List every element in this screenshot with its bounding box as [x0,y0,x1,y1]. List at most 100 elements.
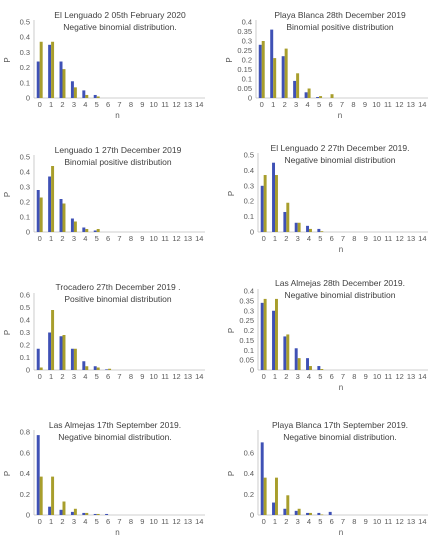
x-tick-label: 8 [129,517,133,526]
x-tick-label: 7 [341,372,345,381]
x-tick-label: 4 [83,234,87,243]
x-tick-label: 11 [161,372,169,381]
chart-panel: Playa Blanca 17th September 2019. Negativ… [227,420,428,537]
y-tick-label: 0 [250,228,254,237]
bar [82,227,86,232]
bar [330,94,334,98]
x-tick-label: 12 [395,372,403,381]
bar [39,476,43,515]
x-tick-label: 9 [364,372,368,381]
y-tick-label: 0 [250,366,254,375]
x-tick-label: 2 [60,517,64,526]
x-tick-label: 14 [418,517,426,526]
bar [304,92,308,98]
bar [70,218,74,232]
y-tick-label: 0.6 [244,448,254,457]
x-tick-label: 11 [384,372,392,381]
bar [275,477,278,515]
y-tick-label: 0.4 [244,166,254,175]
chart-subtitle: Negative binomial distribution. [63,22,176,32]
bar [73,348,77,370]
bar [272,502,275,515]
y-tick-label: 0.3 [244,181,254,190]
x-tick-label: 13 [407,234,415,243]
x-tick-label: 3 [72,100,76,109]
y-tick-label: 0.5 [20,153,30,162]
x-tick-label: 9 [364,234,368,243]
chart-title: Lenguado 1 27th December 2019 [55,145,182,155]
bar [51,476,55,515]
bar [96,229,100,232]
y-tick-label: 0.2 [244,197,254,206]
y-tick-label: 0.2 [20,490,30,499]
x-tick-label: 4 [306,100,310,109]
x-tick-label: 10 [372,100,380,109]
bar [70,511,74,515]
y-tick-label: 0.4 [20,33,30,42]
x-tick-label: 6 [106,372,110,381]
bar [108,368,112,370]
x-tick-label: 3 [296,517,300,526]
x-tick-label: 10 [150,372,158,381]
y-tick-label: 0.2 [244,490,254,499]
x-tick-label: 8 [352,234,356,243]
x-tick-label: 6 [330,372,334,381]
bar [306,512,309,515]
x-tick-label: 10 [373,234,381,243]
bar [59,336,63,370]
bar [51,166,55,232]
x-tick-label: 5 [318,372,322,381]
bar [272,310,275,370]
chart-title: El Lenguado 2 27th December 2019. [271,143,410,153]
x-tick-label: 4 [307,372,311,381]
y-axis-title: P [227,191,236,196]
y-tick-label: 0.25 [239,316,254,325]
bar [316,97,320,98]
x-tick-label: 3 [72,517,76,526]
bar [306,358,309,370]
bar [36,61,40,98]
bar [96,96,100,98]
x-tick-label: 10 [373,517,381,526]
x-axis-title: n [338,111,342,120]
bar [286,202,290,232]
x-tick-label: 9 [140,372,144,381]
chart-subtitle: Negative binomial distribution [284,290,395,300]
x-tick-label: 12 [395,100,403,109]
y-tick-label: 0 [26,366,30,375]
y-tick-label: 0.2 [20,198,30,207]
x-tick-label: 7 [341,234,345,243]
bar [59,61,63,98]
y-tick-label: 0.4 [20,168,30,177]
bar [70,348,74,370]
bar [73,87,77,98]
y-tick-label: 0.4 [242,18,252,27]
x-tick-label: 0 [260,100,264,109]
bar [293,80,297,98]
x-tick-label: 10 [150,517,158,526]
x-tick-label: 9 [364,517,368,526]
y-tick-label: 0 [26,511,30,520]
x-tick-label: 3 [72,372,76,381]
y-tick-label: 0 [250,511,254,520]
y-tick-label: 0.3 [20,183,30,192]
bar [85,229,89,232]
bar [281,56,285,98]
x-tick-label: 2 [284,517,288,526]
x-tick-label: 14 [418,100,426,109]
bar [96,513,100,515]
bar [82,90,86,98]
x-tick-label: 4 [83,100,87,109]
bar [286,334,290,370]
y-tick-label: 0.5 [20,303,30,312]
x-tick-label: 1 [49,372,53,381]
y-tick-label: 0.5 [244,151,254,160]
bar [105,369,109,370]
y-axis-title: P [3,57,12,62]
x-tick-label: 13 [184,372,192,381]
x-tick-label: 6 [330,517,334,526]
x-tick-label: 2 [283,100,287,109]
chart-title: Las Almejas 17th September 2019. [49,420,181,430]
x-tick-label: 2 [60,100,64,109]
